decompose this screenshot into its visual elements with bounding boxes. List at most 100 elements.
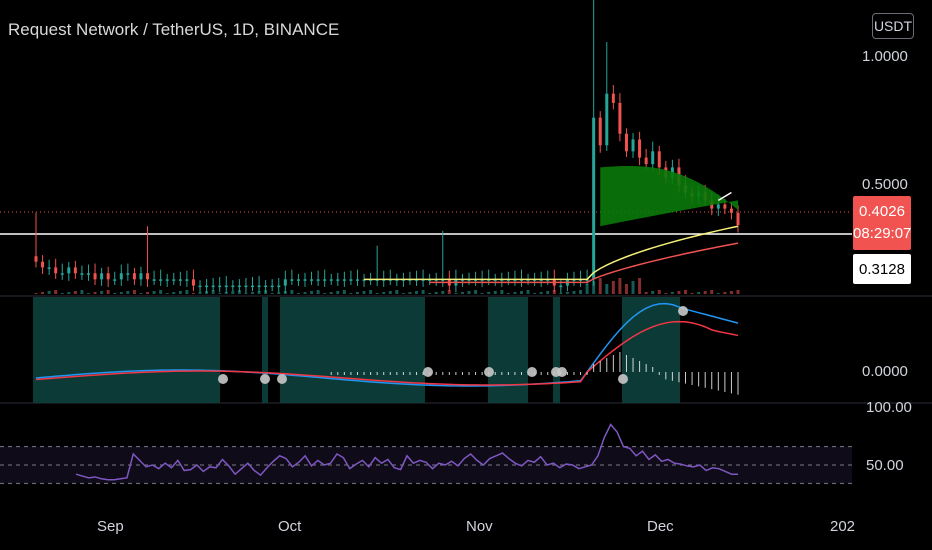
candlestick-series [34,0,740,294]
candle-body [270,285,274,288]
volume-bar [60,293,64,294]
volume-bar [487,292,491,294]
volume-bar [729,291,733,294]
volume-bar [618,278,622,294]
time-axis-label: Dec [647,518,674,535]
volume-bar [565,292,569,294]
candle-body [723,204,727,209]
volume-bar [126,291,130,294]
moving-average-red [429,242,739,284]
candle-body [34,256,38,262]
candle-body [336,279,340,281]
volume-bar [316,290,320,294]
candle-body [329,279,333,281]
volume-bar [506,293,510,294]
volume-bar [47,291,51,294]
candle-body [119,273,123,280]
volume-bar [644,292,648,294]
candle-body [146,273,150,280]
candle-body [316,279,320,281]
last-price-tag: 0.4026 08:29:07 [853,196,911,250]
volume-bar [723,292,727,294]
volume-bar [638,278,642,294]
macd-tick-label: 0.0000 [862,363,908,380]
candle-body [736,212,740,226]
volume-bar [421,290,425,294]
countdown-timer: 08:29:07 [853,225,912,242]
candle-body [644,157,648,165]
volume-bar [684,290,688,294]
signal-line [35,320,739,386]
volume-bar [362,291,366,294]
macd-cross-marker [260,374,270,384]
candle-body [310,279,314,281]
candle-body [165,279,169,281]
volume-bar [119,292,123,294]
candle-body [264,285,268,288]
candle-body [244,285,248,288]
macd-cross-marker [484,367,494,377]
volume-bar [447,290,451,294]
candle-body [211,285,215,288]
volume-bar [467,291,471,294]
volume-bar [323,293,327,294]
volume-bar [264,290,268,294]
volume-bar [270,293,274,294]
volume-bar [86,293,90,294]
moving-average-yellow [364,225,739,281]
candle-body [624,133,628,152]
volume-bar [139,293,143,294]
volume-bar [408,292,412,294]
volume-bar [703,291,707,294]
macd-zone-fill [262,297,268,403]
volume-bar [552,290,556,294]
price-tick-label: 1.0000 [862,48,908,65]
volume-bar [73,291,77,294]
macd-cross-marker [527,367,537,377]
volume-bar [336,291,340,294]
volume-bar [34,293,38,294]
time-axis-label: 202 [830,518,856,535]
volume-bar [697,292,701,294]
candle-body [86,273,90,275]
candle-body [73,267,77,274]
volume-bar [592,281,596,294]
volume-bar [342,290,346,294]
volume-bar [585,284,589,294]
candle-body [231,285,235,288]
last-price-value: 0.4026 [859,203,905,220]
macd-zone-fill [280,297,425,403]
volume-bar [605,284,609,294]
candle-body [618,102,622,134]
volume-bar [211,290,215,294]
candle-body [257,285,261,288]
candle-body [191,279,195,286]
volume-bar [480,293,484,294]
volume-bar [237,290,241,294]
macd-cross-marker [557,367,567,377]
candle-body [729,208,733,213]
candle-body [152,279,156,281]
candle-body [592,117,596,280]
macd-cross-marker [277,374,287,384]
candle-body [251,285,255,288]
volume-bar [296,293,300,294]
volume-bar [283,291,287,294]
volume-bar [290,290,294,294]
volume-bar [546,291,550,294]
currency-button[interactable]: USDT [872,13,914,39]
volume-bar [329,292,333,294]
volume-bar [539,292,543,294]
volume-bar [572,291,576,294]
candle-body [185,279,189,281]
volume-bar [736,290,740,294]
candle-body [60,273,64,275]
volume-bar [710,290,714,294]
horizontal-level-tag[interactable]: 0.3128 [853,254,911,284]
volume-bar [165,293,169,294]
volume-bar [185,290,189,294]
candle-body [100,273,104,280]
macd-zone-fill [553,297,560,403]
candle-body [93,273,97,280]
